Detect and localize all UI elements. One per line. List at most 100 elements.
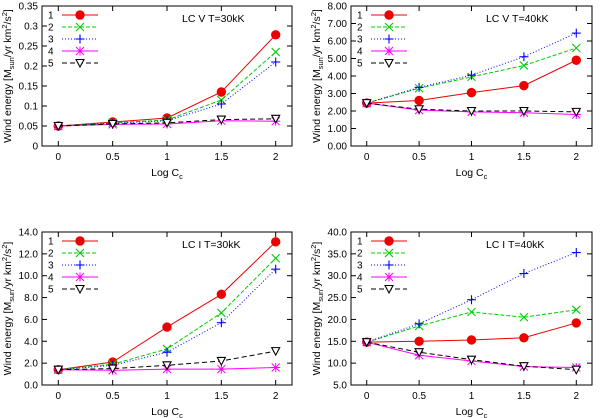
panel-title: LC V T=40kK: [486, 13, 549, 25]
x-tick-label: 1.5: [517, 391, 531, 402]
data-point-series-3: [216, 99, 226, 109]
y-tick-label: 0.1: [24, 102, 38, 113]
y-tick-label: 4.00: [328, 72, 348, 83]
legend-marker-3: [384, 260, 394, 270]
legend-marker-3: [384, 34, 394, 44]
y-tick-label: 10.0: [328, 359, 348, 370]
chart-panel-3: 0.0 2.0 4.0 6.0 8.0 10.0 12.0 14.0 0 0.5 1 1.5 2 Log …: [0, 228, 293, 418]
y-tick-label: 8.00: [328, 2, 348, 13]
x-axis-title: Log Cc: [151, 167, 183, 181]
legend-label-3: 3: [357, 35, 363, 46]
y-tick-label: 15.0: [328, 337, 348, 348]
x-tick-label: 0.5: [412, 391, 426, 402]
y-tick-label: 20.0: [328, 315, 348, 326]
x-tick-label: 0: [56, 391, 62, 402]
data-point-series-3: [467, 70, 476, 80]
legend-marker-2: [75, 22, 85, 32]
panel-title: LC I T=40kK: [486, 239, 544, 251]
data-point-series-4: [216, 364, 226, 374]
legend-label-1: 1: [48, 237, 54, 248]
data-point-series-1: [414, 336, 424, 346]
legend-marker-2: [384, 22, 394, 32]
legend-label-4: 4: [48, 47, 54, 58]
y-axis-title: Wind energy [Msun/yr km2/s2]: [309, 9, 325, 143]
data-point-series-5: [216, 115, 227, 125]
x-tick-label: 0: [364, 152, 370, 163]
x-tick-label: 0.5: [412, 152, 426, 163]
data-point-series-3: [216, 318, 226, 328]
data-point-series-3: [271, 264, 281, 274]
x-tick-label: 0: [364, 391, 370, 402]
y-tick-label: 0.25: [19, 42, 39, 53]
y-tick-label: 0.15: [19, 82, 39, 93]
y-tick-label: 35.0: [328, 249, 348, 260]
data-point-series-3: [271, 57, 281, 67]
data-point-series-1: [519, 80, 529, 91]
legend-marker-1: [75, 10, 85, 20]
series-line-1: [58, 34, 277, 127]
legend-marker-1: [75, 236, 85, 246]
y-tick-label: 25.0: [328, 293, 348, 304]
data-point-series-5: [518, 362, 529, 372]
legend-label-2: 2: [357, 23, 363, 34]
data-point-series-1: [414, 95, 424, 106]
data-point-series-5: [107, 119, 118, 130]
legend-label-5: 5: [357, 59, 363, 70]
data-point-series-5: [414, 348, 425, 358]
y-axis-title: Wind energy [Msun/yr km2/s2]: [0, 9, 16, 143]
legend-label-5: 5: [48, 285, 54, 296]
legend-label-3: 3: [357, 261, 363, 272]
data-point-series-2: [571, 305, 581, 315]
y-tick-label: 3.00: [328, 89, 348, 100]
data-point-series-3: [519, 269, 529, 279]
y-tick-label: 30.0: [328, 271, 348, 282]
data-point-series-2: [467, 307, 476, 317]
data-point-series-3: [414, 319, 424, 329]
x-tick-label: 1: [164, 391, 170, 402]
legend-label-2: 2: [357, 249, 363, 260]
legend-label-2: 2: [48, 249, 54, 260]
data-point-series-5: [270, 114, 281, 124]
data-point-series-3: [571, 248, 581, 258]
legend-marker-3: [75, 34, 85, 44]
x-tick-label: 2: [273, 391, 279, 402]
y-tick-label: 6.0: [24, 315, 38, 326]
y-axis-title: Wind energy [Msun/yr km2/s2]: [309, 242, 325, 376]
x-tick-label: 2: [273, 152, 279, 163]
legend-label-5: 5: [357, 285, 363, 296]
y-tick-label: 8.0: [24, 293, 38, 304]
chart-panel-2: 0.00 1.00 2.00 3.00 4.00 5.00 6.00 7.00 8.00 0 0.5…: [309, 2, 593, 181]
data-point-series-1: [571, 318, 581, 328]
legend-marker-1: [384, 10, 394, 20]
data-point-series-2: [519, 312, 529, 322]
data-point-series-5: [53, 121, 64, 132]
legend-marker-4: [75, 272, 85, 282]
x-tick-label: 1.5: [517, 152, 531, 163]
series-line-3: [58, 268, 277, 371]
y-tick-label: 2.00: [328, 107, 348, 118]
data-point-series-2: [519, 61, 529, 70]
y-tick-label: 14.0: [19, 228, 39, 239]
data-point-series-5: [466, 355, 477, 365]
data-point-series-5: [414, 105, 425, 115]
data-point-series-1: [216, 87, 227, 97]
legend-label-1: 1: [48, 11, 54, 22]
y-tick-label: 12.0: [19, 249, 39, 260]
data-point-series-3: [414, 82, 424, 92]
x-tick-label: 1: [469, 391, 475, 402]
y-tick-label: 0.00: [328, 142, 348, 153]
x-axis-title: Log Cc: [456, 167, 488, 181]
data-point-series-5: [571, 107, 582, 118]
data-point-series-5: [571, 365, 582, 375]
data-point-series-3: [519, 52, 529, 62]
x-axis-title: Log Cc: [151, 406, 183, 418]
y-tick-label: 4.0: [24, 337, 38, 348]
y-tick-label: 6.00: [328, 37, 348, 48]
legend-label-1: 1: [357, 237, 363, 248]
data-point-series-5: [361, 338, 372, 348]
data-point-series-2: [571, 43, 581, 53]
data-point-series-3: [467, 295, 476, 305]
x-axis-title: Log Cc: [456, 406, 488, 418]
legend-label-3: 3: [48, 261, 54, 272]
